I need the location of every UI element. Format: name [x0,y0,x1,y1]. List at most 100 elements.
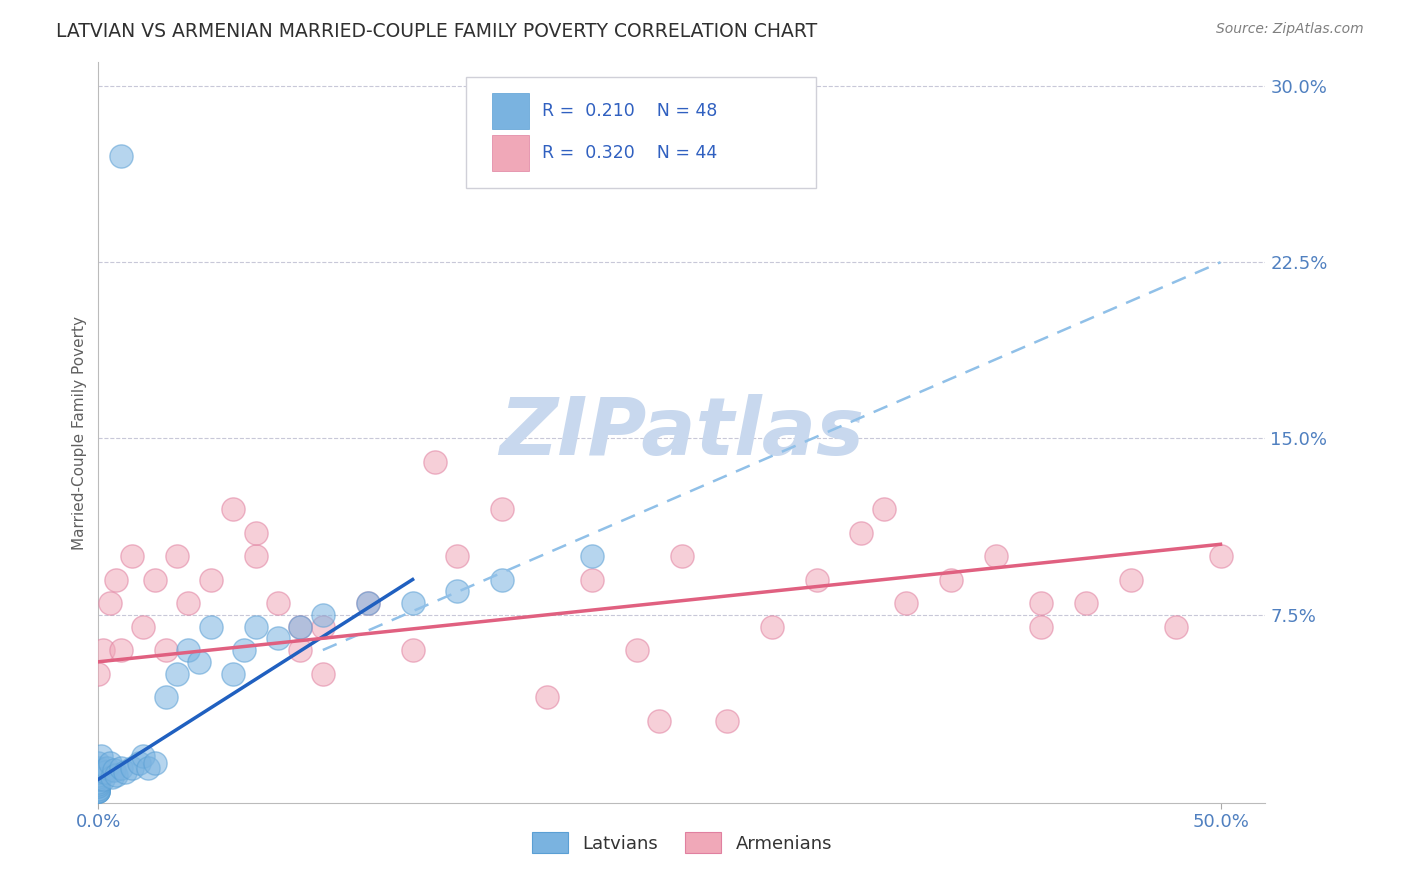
Point [536,690,558,704]
Point [581,573,603,587]
Point [312,666,335,681]
Point [806,573,828,587]
Point [121,549,143,563]
Point [245,549,267,563]
Point [87,784,110,798]
Y-axis label: Married-Couple Family Poverty: Married-Couple Family Poverty [72,316,87,549]
Point [128,756,150,770]
Point [136,760,159,774]
Point [245,525,267,540]
Point [155,690,177,704]
Point [103,763,125,777]
Bar [492,93,529,128]
Point [290,619,312,633]
Point [1164,619,1187,633]
Point [177,643,200,657]
Text: Source: ZipAtlas.com: Source: ZipAtlas.com [1216,22,1364,37]
Point [1119,573,1142,587]
Point [91,643,114,657]
Point [87,784,110,798]
Point [87,784,110,798]
Point [290,619,312,633]
Bar [492,136,529,171]
Point [166,549,188,563]
Point [143,756,166,770]
Point [1074,596,1097,610]
Point [87,784,110,798]
Point [941,573,963,587]
Text: ZIPatlas: ZIPatlas [499,393,865,472]
Point [177,596,200,610]
Legend: Latvians, Armenians: Latvians, Armenians [524,825,839,861]
Point [87,774,110,789]
Point [491,573,513,587]
Point [312,619,335,633]
Point [87,772,110,787]
Point [155,643,177,657]
Point [671,549,693,563]
Point [984,549,1007,563]
Point [401,643,423,657]
Point [851,525,873,540]
Point [90,748,112,763]
Point [166,666,188,681]
Point [1029,596,1052,610]
Point [101,770,124,784]
Point [132,748,155,763]
Point [143,573,166,587]
Point [110,760,132,774]
Point [200,573,222,587]
Point [87,666,110,681]
Point [491,502,513,516]
Point [87,760,110,774]
Point [105,767,128,781]
Point [87,784,110,798]
Point [110,149,132,163]
Point [716,714,738,728]
Point [87,780,110,794]
Point [96,760,118,774]
Point [1029,619,1052,633]
Point [290,643,312,657]
Point [581,549,603,563]
Point [357,596,380,610]
Point [896,596,918,610]
Point [188,655,211,669]
Point [446,584,468,599]
Point [267,632,290,646]
Point [267,596,290,610]
Point [87,763,110,777]
Point [94,765,117,780]
Point [87,770,110,784]
Point [233,643,256,657]
Point [648,714,671,728]
Point [87,777,110,791]
Point [401,596,423,610]
Point [132,619,155,633]
Point [1209,549,1232,563]
Point [423,455,446,469]
Point [87,781,110,796]
Point [222,666,245,681]
Point [114,765,136,780]
Point [200,619,222,633]
Point [121,760,143,774]
Point [110,643,132,657]
FancyBboxPatch shape [465,78,815,188]
Text: LATVIAN VS ARMENIAN MARRIED-COUPLE FAMILY POVERTY CORRELATION CHART: LATVIAN VS ARMENIAN MARRIED-COUPLE FAMIL… [56,22,817,41]
Point [761,619,783,633]
Point [105,573,128,587]
Point [245,619,267,633]
Point [98,756,121,770]
Point [87,756,110,770]
Point [626,643,648,657]
Text: R =  0.320    N = 44: R = 0.320 N = 44 [541,145,717,162]
Text: R =  0.210    N = 48: R = 0.210 N = 48 [541,102,717,120]
Point [312,607,335,622]
Point [357,596,380,610]
Point [87,767,110,781]
Point [98,596,121,610]
Point [222,502,245,516]
Point [87,765,110,780]
Point [873,502,896,516]
